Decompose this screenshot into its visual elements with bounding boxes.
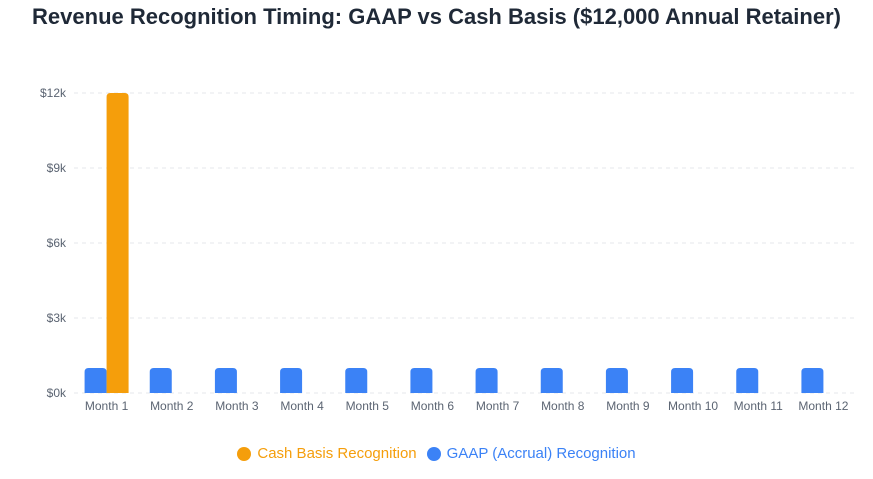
- bar-gaap-6: [410, 368, 433, 393]
- bar-gaap-11: [736, 368, 759, 393]
- y-tick-label: $0k: [47, 386, 67, 400]
- x-tick-label: Month 3: [215, 399, 259, 413]
- y-tick-label: $6k: [47, 236, 67, 250]
- bar-gaap-1: [84, 368, 107, 393]
- legend-item[interactable]: Cash Basis Recognition: [237, 445, 417, 462]
- x-tick-label: Month 10: [668, 399, 718, 413]
- x-tick-label: Month 2: [150, 399, 194, 413]
- x-tick-label: Month 12: [798, 399, 848, 413]
- y-tick-label: $9k: [47, 161, 67, 175]
- chart-title: Revenue Recognition Timing: GAAP vs Cash…: [32, 4, 841, 29]
- chart-legend: Cash Basis Recognition GAAP (Accrual) Rec…: [0, 445, 873, 462]
- x-tick-label: Month 5: [346, 399, 390, 413]
- bar-gaap-7: [475, 368, 498, 393]
- x-tick-label: Month 7: [476, 399, 520, 413]
- x-tick-label: Month 8: [541, 399, 585, 413]
- x-tick-label: Month 4: [280, 399, 324, 413]
- bar-cash-1: [106, 93, 129, 393]
- legend-item[interactable]: GAAP (Accrual) Recognition: [426, 445, 636, 462]
- legend-label: GAAP (Accrual) Recognition: [446, 445, 636, 462]
- legend-swatch: [237, 446, 252, 461]
- bar-gaap-10: [671, 368, 694, 393]
- bar-gaap-9: [605, 368, 628, 393]
- x-tick-label: Month 1: [85, 399, 129, 413]
- bar-gaap-4: [280, 368, 303, 393]
- bar-gaap-8: [540, 368, 563, 393]
- bar-gaap-12: [801, 368, 824, 393]
- legend-label: Cash Basis Recognition: [257, 445, 417, 462]
- x-tick-label: Month 6: [411, 399, 455, 413]
- y-tick-label: $12k: [40, 86, 67, 100]
- bar-gaap-3: [214, 368, 237, 393]
- bar-gaap-5: [345, 368, 368, 393]
- x-tick-label: Month 9: [606, 399, 650, 413]
- bar-gaap-2: [149, 368, 172, 393]
- y-tick-label: $3k: [47, 311, 67, 325]
- x-tick-label: Month 11: [734, 399, 783, 413]
- legend-swatch: [426, 446, 441, 461]
